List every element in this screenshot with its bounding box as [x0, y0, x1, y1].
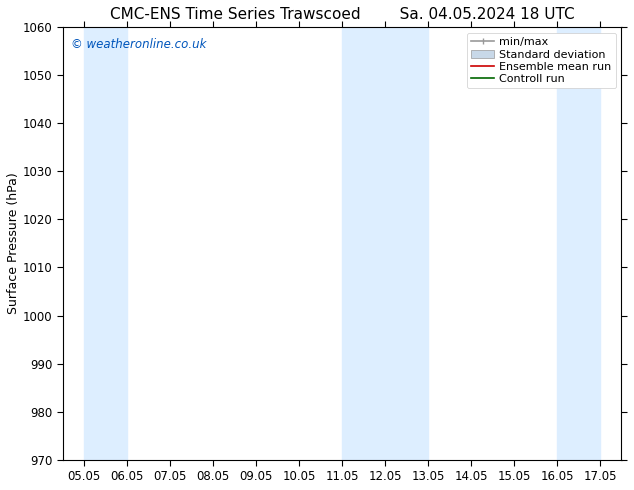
Y-axis label: Surface Pressure (hPa): Surface Pressure (hPa) [7, 172, 20, 314]
Text: © weatheronline.co.uk: © weatheronline.co.uk [71, 38, 207, 51]
Bar [557, 27, 600, 460]
Title: CMC-ENS Time Series Trawscoed        Sa. 04.05.2024 18 UTC: CMC-ENS Time Series Trawscoed Sa. 04.05.… [110, 7, 574, 22]
Bar [342, 27, 428, 460]
Bar [84, 27, 127, 460]
Legend: min/max, Standard deviation, Ensemble mean run, Controll run: min/max, Standard deviation, Ensemble me… [467, 33, 616, 88]
